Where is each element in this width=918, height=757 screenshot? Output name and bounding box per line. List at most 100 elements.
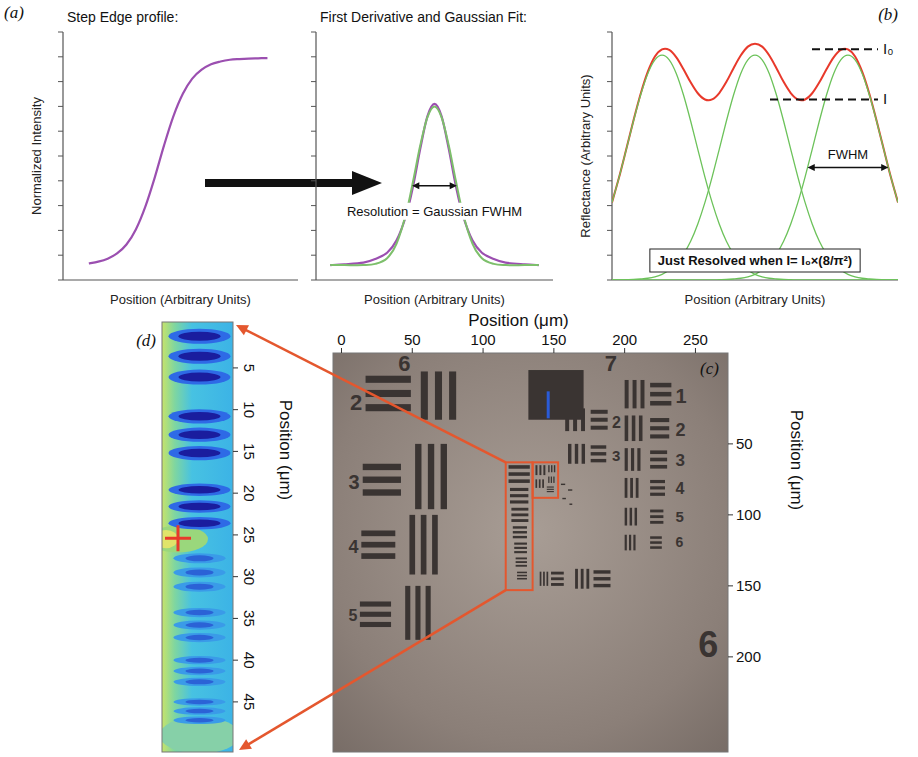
target-bar [630,478,633,498]
map-blob-core [186,555,214,561]
target-bar [650,493,665,496]
map-blob [169,428,231,442]
target-bar [581,569,584,589]
x-axis-title: Position (Arbitrary Units) [110,292,251,307]
target-bar [553,477,554,483]
y-tick [233,618,238,619]
map-blob-core [186,669,214,674]
target-bar [513,536,527,538]
x-tick [483,348,484,353]
target-bar [650,401,671,406]
target-bar [551,577,564,580]
map-blob-core [186,679,214,684]
target-bar [510,488,528,491]
panel-letter: (d) [136,331,156,350]
y-tick [233,660,238,661]
y-tick-label: 5 [241,364,258,372]
x-tick [624,348,625,353]
target-bar [432,515,438,575]
map-blob-core [186,718,214,723]
target-digit: 1 [676,385,687,407]
y-tick [728,585,733,586]
y-tick-label: 30 [241,568,258,585]
x-axis-title: Position (μm) [468,311,568,330]
panel-letter: (b) [878,5,898,24]
y-tick [233,367,238,368]
x-tick-label: 100 [471,331,496,348]
target-bar [513,531,527,533]
target-digit: 5 [349,607,358,624]
target-digit: 3 [676,451,685,470]
curve [612,55,898,280]
figure: Step Edge profile:Position (Arbitrary Un… [0,0,918,757]
target-bar [360,612,391,617]
target-bar [639,415,643,441]
y-tick [233,534,238,535]
map-blob-core [179,486,221,494]
y-tick [311,56,316,57]
map-blob-core [186,584,214,590]
target-bar [631,448,634,471]
fwhm-label: Resolution = Gaussian FWHM [347,204,522,219]
target-bar [650,510,663,513]
target-bar [650,536,662,539]
y-tick-label: 150 [736,577,761,594]
x-tick-label: 150 [541,331,566,348]
target-digit: 3 [349,471,360,493]
map-blob [169,370,231,385]
target-bar [636,478,639,498]
false-color-map [162,322,233,752]
map-blob [174,621,226,630]
y-tick [58,180,63,181]
fwhm-arrow-head [412,182,419,189]
target-bar [650,546,662,549]
y-tick [58,280,63,281]
y-tick [311,280,316,281]
map-blob [169,409,231,423]
target-bar [575,569,578,589]
target-digit: 2 [612,414,621,431]
target-bar [361,553,395,559]
map-patch [162,526,208,553]
target-bar [517,575,527,577]
y-tick [58,230,63,231]
target-bar [509,479,530,483]
target-bar [363,477,401,483]
fwhm-arrow-head [881,164,888,171]
y-tick [311,230,316,231]
target-bar [551,572,564,575]
y-tick [233,701,238,702]
map-blob-core [179,412,221,421]
target-bar [650,434,669,438]
curve [330,104,539,265]
map-blob-core [179,519,221,527]
target-dash [561,484,565,485]
cross-marker [177,525,180,551]
y-tick-label: 25 [241,527,258,544]
y-tick [58,131,63,132]
map-blob-core [186,709,214,714]
y-tick [607,180,612,181]
target-bar [625,448,628,471]
target-bar [428,444,434,509]
target-bar [409,515,415,575]
target-bar [539,479,541,488]
target-bar [360,601,391,606]
reference-line [770,98,878,100]
target-bar [650,418,669,422]
target-bar [591,426,608,430]
target-bar [363,489,401,495]
target-bar [547,486,554,487]
reference-line [812,48,878,50]
panel-letter: (c) [700,359,719,378]
map-blob [169,349,231,364]
target-bar [632,415,636,441]
target-digit: 5 [676,508,684,525]
y-tick [728,656,733,657]
curve [612,55,898,280]
target-bar [633,380,637,408]
target-bar [625,508,627,526]
zoom-connectors [236,325,506,750]
fwhm-arrow-head [450,182,457,189]
criterion-text: Just Resolved when I= I₀×(8/π²) [658,253,852,268]
